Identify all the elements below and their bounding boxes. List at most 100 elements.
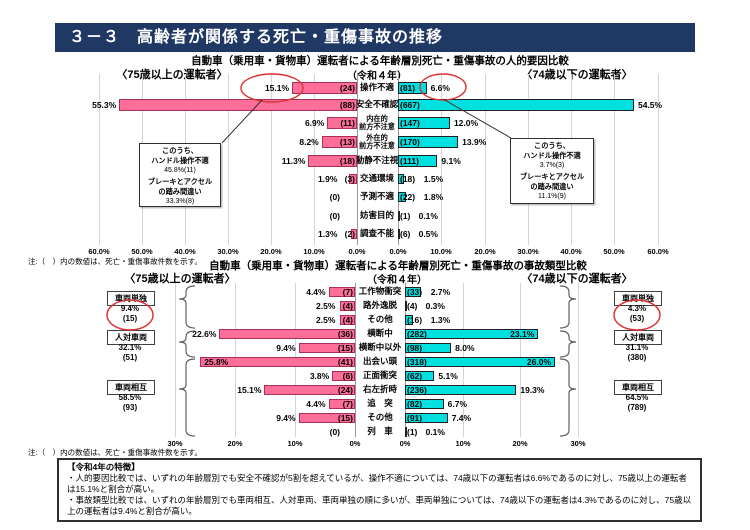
bar-left (340, 301, 355, 311)
grid-line (228, 74, 229, 245)
chart1-title: 自動車（乗用車・貨物車）運転者による年齢層別死亡・重傷事故の人的要因比較 (191, 55, 569, 67)
row-label: 出会い頭 (362, 356, 397, 366)
bar-pct-label: 8.2% (299, 137, 319, 147)
bar-pct-label: 2.5% (316, 315, 336, 325)
bar-count-label: (36) (337, 329, 353, 339)
bar-right (405, 329, 539, 339)
bar-pct-label: 8.0% (455, 343, 475, 353)
group-pct: 32.1% (118, 343, 142, 352)
bar-pct-label: 26.0% (526, 357, 552, 367)
callout-line: 3.7%(3) (539, 162, 565, 170)
bar-pct-label: 1.9% (318, 174, 338, 184)
bar-right (398, 192, 406, 202)
bar-pct-label: 0.5% (418, 229, 438, 239)
grid-line (99, 74, 100, 245)
bar-pct-label: 2.7% (430, 287, 451, 297)
bar-left (321, 136, 357, 148)
bar-count-label: (0) (329, 427, 340, 437)
bar-count-label: (82) (407, 399, 423, 409)
row-label: 操作不適 (359, 82, 394, 92)
grid-line (355, 283, 356, 437)
chart2-left-header: 〈75歳以上の運転者〉 (124, 273, 236, 285)
bar-pct-label: 13.9% (462, 137, 487, 147)
grid-line (271, 74, 272, 245)
bar-right (398, 136, 459, 148)
bar-count-label: (111) (400, 156, 419, 166)
bar-right (405, 371, 435, 381)
axis-tick-label: 30% (570, 439, 586, 448)
bar-count-label: (0) (329, 211, 340, 221)
bar-count-label: (16) (407, 315, 423, 325)
bar-left (328, 399, 355, 409)
bar-pct-label: 19.3% (520, 385, 545, 395)
bar-pct-label: 23.1% (510, 329, 535, 339)
chart2-right-header: 〈74歳以下の運転者〉 (521, 273, 633, 285)
group-count: (380) (627, 353, 647, 362)
bar-count-label: (62) (407, 371, 423, 381)
chart1-note: 注:（ ）内の数値は、死亡・重傷事故件数を示す。 (28, 257, 202, 266)
callout-line: ブレーキとアクセル (519, 171, 585, 181)
axis-tick-label: 20% (512, 439, 528, 448)
bar-count-label: (2) (344, 229, 355, 239)
bar-count-label: (18) (339, 156, 355, 166)
bar-count-label: (170) (400, 137, 420, 147)
axis-tick-label: 0.0% (389, 247, 407, 256)
chart2-title: 自動車（乗用車・貨物車）運転者による年齢層別死亡・重傷事故の事故類型比較 (209, 260, 587, 272)
bar-count-label: (1) (400, 211, 411, 221)
grid-line (614, 74, 615, 245)
bar-count-label: (7) (342, 287, 353, 297)
bar-right (405, 413, 448, 423)
bar-right (405, 427, 407, 437)
bar-left (308, 155, 357, 167)
group-count: (93) (122, 403, 138, 412)
callout-line: ハンドル操作不適 (523, 151, 581, 161)
bar-pct-label: 6.6% (430, 83, 450, 93)
bar-pct-label: 0.3% (425, 301, 445, 311)
axis-tick-label: 10.0% (303, 247, 325, 256)
row-label: 工作物衝突 (358, 286, 402, 296)
bar-left (264, 385, 355, 395)
bar-count-label: (4) (407, 301, 418, 311)
bar-left (298, 343, 355, 353)
bar-right (405, 343, 452, 353)
group-box-vehicle-vs-vehicle-left: 車両相互 (107, 380, 155, 395)
row-label: 路外逸脱 (362, 300, 397, 310)
bar-pct-label: 55.3% (92, 100, 117, 110)
bar-count-label: (24) (337, 385, 353, 395)
row-label: 外在的 前方不注意 (359, 133, 395, 151)
bar-pct-label: 3.8% (309, 371, 330, 381)
bar-pct-label: 1.3% (318, 229, 338, 239)
axis-tick-label: 20.0% (474, 247, 496, 256)
bar-count-label: (318) (407, 357, 427, 367)
row-label: 横断中以外 (358, 342, 402, 352)
bar-left (351, 229, 357, 239)
group-count: (53) (629, 314, 645, 323)
axis-tick-label: 30.0% (217, 247, 239, 256)
bar-right (398, 229, 401, 239)
bar-count-label: (18) (400, 174, 416, 184)
axis-tick-label: 40.0% (174, 247, 196, 256)
bar-left (219, 329, 355, 339)
group-pct: 31.1% (625, 343, 649, 352)
bar-pct-label: 5.1% (438, 371, 458, 381)
bar-count-label: (282) (407, 329, 427, 339)
bar-pct-label: 4.4% (306, 287, 326, 297)
row-label: 動静不注視 (355, 155, 399, 165)
axis-tick-label: 10.0% (430, 247, 452, 256)
grid-line (357, 74, 358, 245)
grid-line (175, 283, 176, 437)
bar-pct-label: 2.5% (316, 301, 336, 311)
bar-right (405, 357, 556, 367)
bar-pct-label: 1.3% (430, 315, 451, 325)
bar-pct-label: 9.4% (276, 343, 296, 353)
brace-left-vehicle-alone (178, 285, 196, 329)
callout-line: の踏み間違い (530, 181, 574, 191)
row-label: 追 突 (367, 398, 393, 408)
group-pct: 58.5% (118, 393, 142, 402)
row-label: 横断中 (367, 328, 393, 338)
axis-tick-label: 40.0% (560, 247, 582, 256)
bar-count-label: (4) (342, 301, 353, 311)
bar-pct-label: 9.4% (276, 413, 296, 423)
bar-pct-label: 4.4% (306, 399, 326, 409)
